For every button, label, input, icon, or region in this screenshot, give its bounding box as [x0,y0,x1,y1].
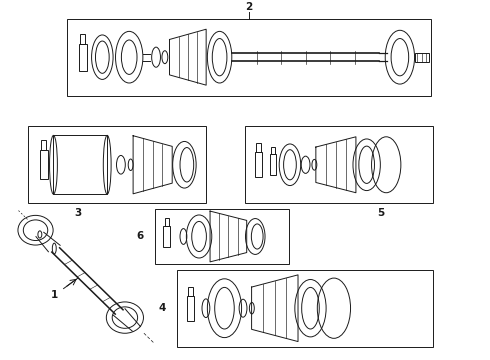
Bar [79,44,87,71]
Text: 3: 3 [74,208,81,219]
Bar [187,296,194,321]
Bar [163,226,171,247]
Bar [67,19,431,96]
Bar [53,135,107,194]
Bar [188,287,193,296]
Bar [256,143,261,152]
Text: 6: 6 [137,231,144,242]
Bar [415,53,429,62]
Bar [41,140,47,150]
Bar [40,150,48,179]
Bar [255,152,262,177]
Bar [80,34,85,44]
Bar [176,270,433,347]
Text: 4: 4 [158,303,166,313]
Text: 2: 2 [245,2,252,12]
Text: 5: 5 [377,208,384,219]
Bar [155,209,289,264]
Bar [27,126,206,203]
Bar [245,126,433,203]
Text: 1: 1 [51,290,58,300]
Bar [271,147,275,154]
Bar [270,154,276,175]
Bar [165,218,169,226]
